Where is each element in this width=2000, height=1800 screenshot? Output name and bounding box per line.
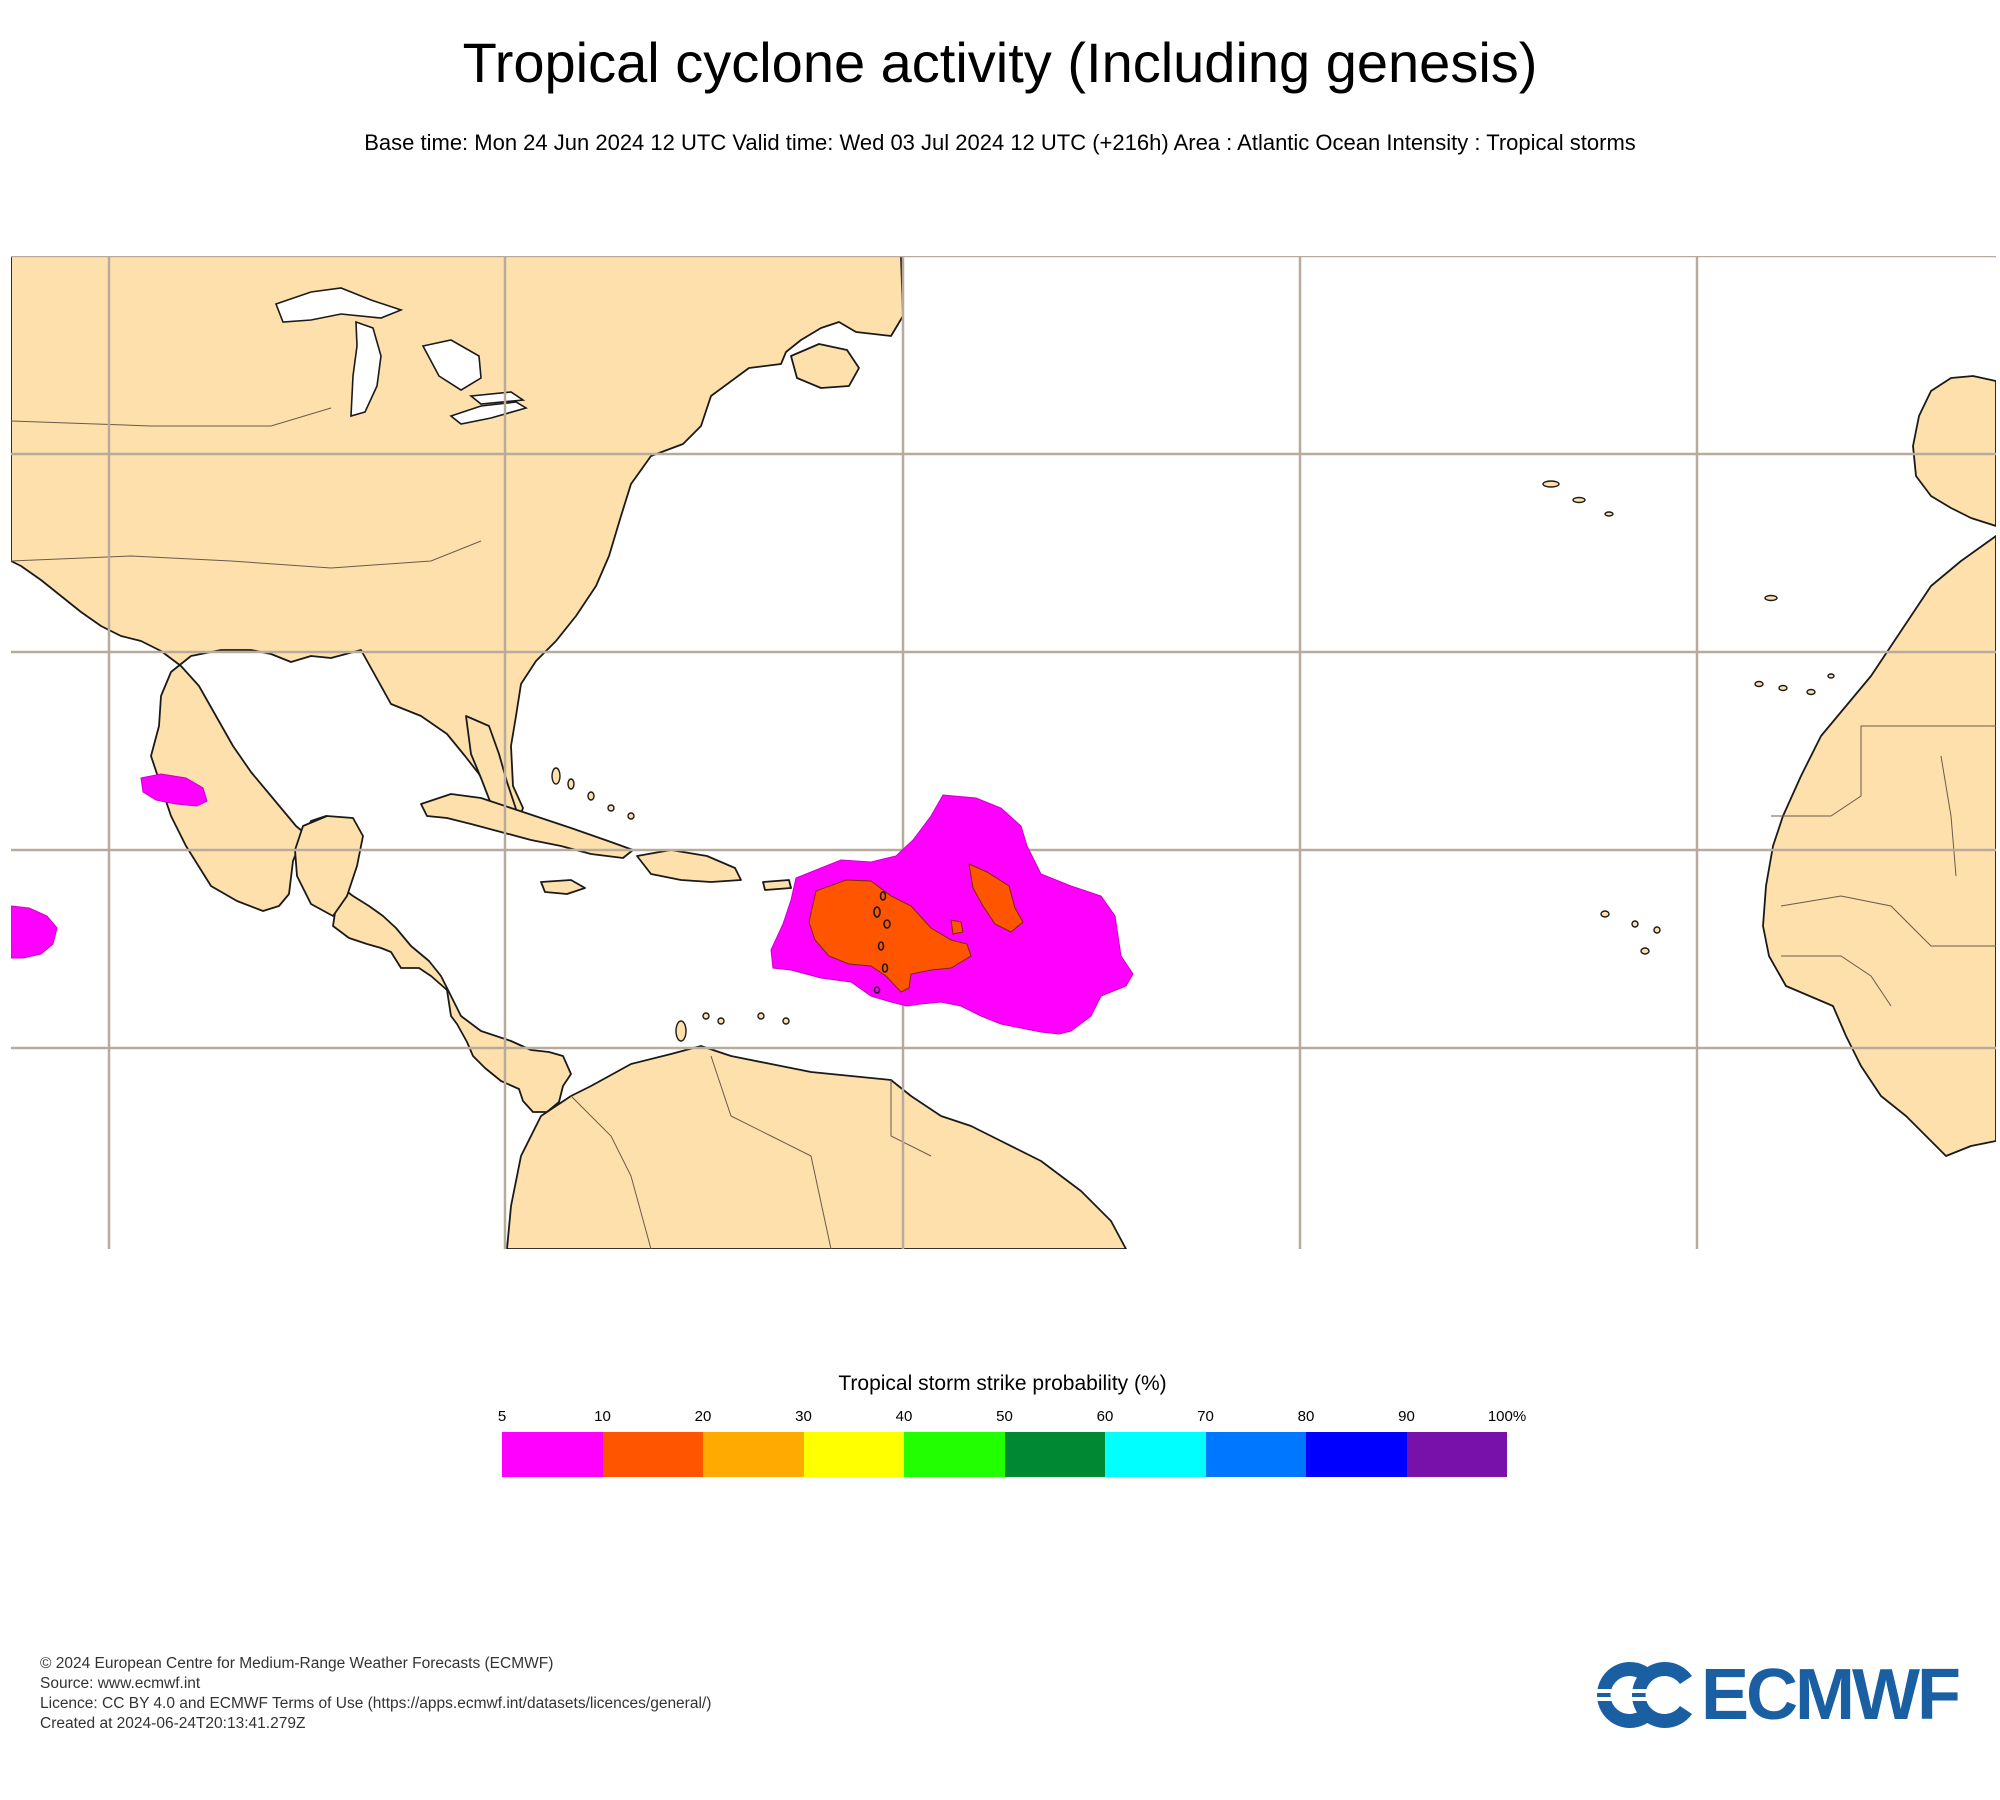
land-hispaniola — [636, 849, 742, 883]
land-africa — [1762, 535, 1996, 1157]
prob-10-20-west — [808, 879, 972, 993]
ecmwf-logo-text: ECMWF — [1701, 1655, 1961, 1735]
probability-areas — [11, 773, 1134, 1035]
legend-swatch — [1406, 1432, 1507, 1477]
legend-tick-label: 40 — [895, 1408, 913, 1425]
footer-copyright: © 2024 European Centre for Medium-Range … — [40, 1655, 554, 1672]
small-islands — [551, 480, 1835, 1042]
prob-5-10-pacific — [11, 905, 58, 959]
legend-title: Tropical storm strike probability (%) — [838, 1372, 1167, 1395]
legend-ticks: 5 10 20 30 40 50 60 70 80 90 100% — [0, 1408, 2000, 1428]
land-jamaica — [540, 879, 586, 895]
land-south-america — [506, 1045, 1127, 1249]
legend-colorbar — [502, 1432, 1507, 1477]
chart-title: Tropical cyclone activity (Including gen… — [462, 31, 1538, 94]
legend-swatch — [904, 1432, 1005, 1477]
legend-tick-label: 10 — [594, 1408, 611, 1425]
legend-tick-label: 60 — [1096, 1408, 1114, 1425]
legend-swatch — [502, 1432, 603, 1477]
legend-tick-label: 70 — [1197, 1408, 1214, 1425]
footer: © 2024 European Centre for Medium-Range … — [40, 1654, 711, 1734]
prob-10-20-east — [968, 863, 1024, 933]
prob-5-10-gulf — [140, 773, 208, 807]
land-iberia — [1912, 375, 1996, 527]
legend-swatch — [703, 1432, 804, 1477]
footer-created: Created at 2024-06-24T20:13:41.279Z — [40, 1715, 306, 1732]
prob-5-10-main — [770, 794, 1134, 1035]
legend-swatch — [1105, 1432, 1206, 1477]
legend-tick-label: 90 — [1398, 1408, 1415, 1425]
ecmwf-logo-icon — [1597, 1662, 1693, 1728]
legend-tick-label: 30 — [795, 1408, 812, 1425]
land-puerto-rico — [762, 879, 792, 891]
map-panel[interactable] — [11, 256, 1996, 1249]
legend-swatch — [803, 1432, 904, 1477]
prob-10-20-small — [950, 919, 964, 935]
map-svg — [11, 256, 1996, 1249]
legend-tick-label: 20 — [694, 1408, 712, 1425]
legend-tick-label: 80 — [1297, 1408, 1315, 1425]
legend-swatch — [602, 1432, 703, 1477]
land-newfoundland — [790, 343, 860, 389]
land-yucatan — [294, 815, 364, 917]
legend-tick-label: 50 — [996, 1408, 1013, 1425]
ecmwf-logo[interactable]: ECMWF — [1595, 1655, 1975, 1735]
country-borders — [11, 407, 1996, 1249]
land-cuba — [420, 793, 634, 859]
legend-swatch — [1306, 1432, 1407, 1477]
legend-swatch — [1004, 1432, 1105, 1477]
footer-source: Source: www.ecmwf.int — [40, 1675, 201, 1692]
lesser-antilles — [873, 891, 891, 994]
legend-tick-label: 100% — [1487, 1408, 1527, 1425]
legend-tick-label: 5 — [497, 1408, 507, 1425]
legend-swatch — [1205, 1432, 1306, 1477]
footer-licence: Licence: CC BY 4.0 and ECMWF Terms of Us… — [40, 1695, 712, 1712]
great-lakes — [274, 287, 528, 425]
chart-subtitle: Base time: Mon 24 Jun 2024 12 UTC Valid … — [364, 130, 1636, 155]
